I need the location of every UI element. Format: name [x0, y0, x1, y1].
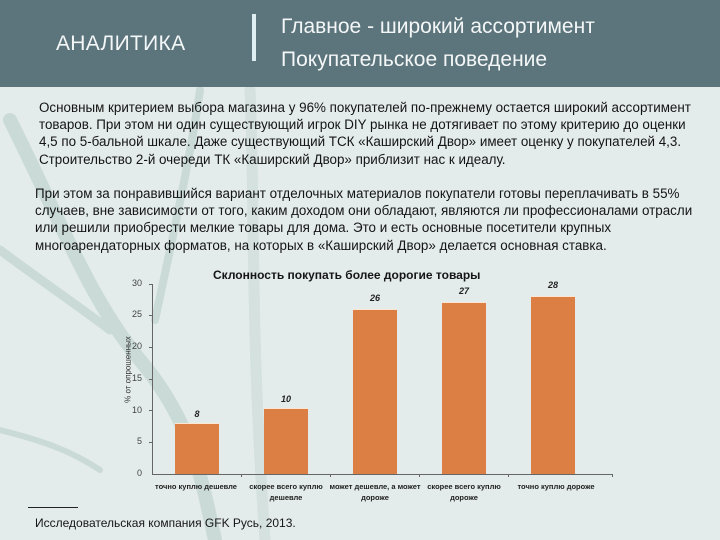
title-line-1: Главное - широкий ассортимент: [281, 15, 595, 38]
bar-1-value: 8: [194, 409, 200, 419]
y-tick-mark: [149, 442, 152, 443]
y-tick-mark: [149, 315, 152, 316]
x-tick-mark: [330, 474, 331, 477]
x-axis-line: [152, 474, 613, 475]
x-category-5: точно куплю дороже: [517, 482, 595, 491]
footnote-source: Исследовательская компания GFK Русь, 201…: [35, 516, 296, 530]
y-tick-15: 15: [131, 373, 142, 383]
body-paragraph-2: При этом за понравившийся вариант отдело…: [35, 186, 693, 253]
x-tick-mark: [508, 474, 509, 477]
y-tick-10: 10: [131, 405, 142, 415]
y-tick-mark: [149, 410, 152, 411]
x-category-4: скорее всего куплю дороже: [427, 482, 501, 502]
y-tick-0: 0: [136, 468, 142, 478]
x-category-2: скорее всего куплю дешевле: [249, 482, 323, 502]
x-category-3: может дешевле, а может дороже: [329, 482, 421, 502]
y-tick-20: 20: [131, 341, 142, 351]
x-tick-mark: [612, 474, 613, 477]
footnote-rule: [28, 507, 78, 508]
header-bar: АНАЛИТИКА Главное - широкий ассортимент …: [0, 0, 720, 87]
bar-4-value: 27: [458, 286, 469, 296]
y-tick-mark: [149, 379, 152, 380]
bar-3-value: 26: [369, 293, 380, 303]
y-tick-mark: [149, 347, 152, 348]
y-tick-25: 25: [131, 309, 142, 319]
bar-2: [264, 408, 308, 474]
bar-3: [353, 309, 397, 474]
x-category-1: точно куплю дешевле: [155, 482, 237, 491]
bar-5: [531, 296, 575, 474]
title-line-2: Покупательское поведение: [281, 48, 548, 71]
bar-2-value: 10: [280, 394, 291, 404]
bar-1: [175, 423, 219, 474]
body-paragraph-1: Основным критерием выбора магазина у 96%…: [39, 100, 691, 167]
y-tick-5: 5: [136, 436, 142, 446]
chart-title: Склонность покупать более дорогие товары: [213, 268, 481, 282]
header-divider: [252, 14, 256, 61]
y-tick-30: 30: [131, 278, 142, 288]
bar-5-value: 28: [547, 280, 558, 290]
y-axis-line: [152, 284, 153, 475]
section-label: АНАЛИТИКА: [56, 32, 186, 55]
x-tick-mark: [419, 474, 420, 477]
y-tick-mark: [149, 284, 152, 285]
page-title: Главное - широкий ассортимент Покупатель…: [281, 10, 595, 76]
bar-4: [442, 302, 486, 474]
x-tick-mark: [241, 474, 242, 477]
